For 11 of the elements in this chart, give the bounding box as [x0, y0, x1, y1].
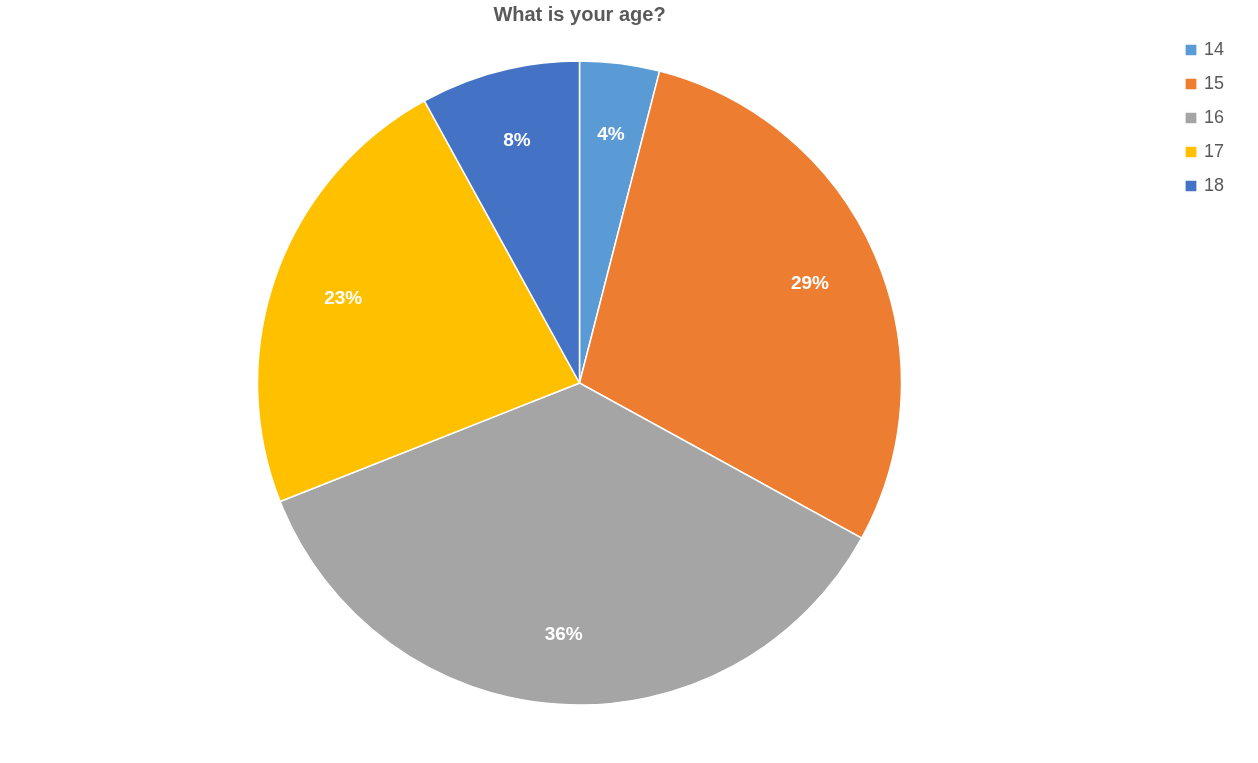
legend-label: 16 — [1204, 107, 1225, 127]
chart-title: What is your age? — [493, 3, 666, 25]
legend-label: 17 — [1204, 141, 1225, 161]
legend-label: 18 — [1204, 175, 1225, 195]
data-label: 29% — [790, 272, 830, 294]
data-label: 8% — [503, 128, 531, 150]
legend-label: 14 — [1204, 39, 1225, 59]
data-label: 36% — [544, 622, 583, 644]
data-label: 4% — [597, 122, 625, 144]
legend-label: 15 — [1204, 73, 1225, 93]
data-label: 23% — [324, 286, 363, 308]
